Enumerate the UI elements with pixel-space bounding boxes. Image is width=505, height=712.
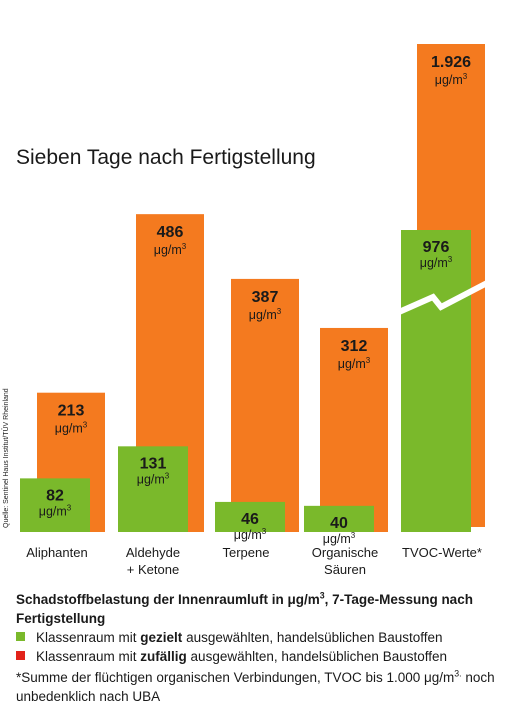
category-labels: Aliphanten Aldehyde + Ketone Terpene Organis… — [26, 545, 482, 577]
legend-heading: Schadstoffbelastung der Innenraumluft in… — [16, 590, 473, 626]
legend-item-zufaellig: Klassenraum mit zufällig ausgewählten, h… — [16, 647, 496, 666]
label-gezielt-2: 46 — [241, 511, 259, 528]
unit-gezielt-1: μg/m3 — [137, 471, 170, 486]
axis-break — [397, 280, 489, 315]
legend: Schadstoffbelastung der Innenraumluft in… — [16, 590, 496, 706]
break-zigzag — [397, 280, 489, 315]
label-zufaellig-1: 486 — [157, 224, 184, 241]
bar-gezielt-4 — [401, 230, 471, 532]
bar-zufaellig-2 — [231, 278, 299, 532]
category-label-1: Aldehyde — [126, 545, 180, 560]
data-labels: 213μg/m382μg/m3486μg/m3131μg/m3387μg/m34… — [39, 54, 471, 546]
category-label-4: TVOC-Werte* — [402, 545, 482, 560]
category-label-0: Aliphanten — [26, 545, 87, 560]
bar-gezielt-3 — [304, 505, 374, 532]
bar-gezielt-0 — [20, 478, 90, 532]
unit-gezielt-3: μg/m3 — [323, 531, 356, 546]
label-gezielt-0: 82 — [46, 487, 64, 504]
legend-swatch-green — [16, 632, 25, 641]
series-gezielt-bars — [20, 230, 471, 532]
label-zufaellig-4: 1.926 — [431, 54, 471, 71]
legend-swatch-red — [16, 651, 25, 660]
label-gezielt-3: 40 — [330, 515, 348, 532]
bar-zufaellig-3 — [320, 327, 388, 532]
bar-gezielt-2 — [215, 501, 285, 532]
chart-title: Sieben Tage nach Fertigstellung — [16, 146, 316, 169]
footnote: *Summe der flüchtigen organischen Verbin… — [16, 668, 495, 704]
unit-gezielt-0: μg/m3 — [39, 503, 72, 518]
unit-zufaellig-1: μg/m3 — [154, 242, 187, 257]
category-label-1-line2: + Ketone — [127, 562, 179, 577]
unit-zufaellig-4: μg/m3 — [435, 72, 468, 87]
label-gezielt-1: 131 — [140, 455, 167, 472]
label-zufaellig-2: 387 — [252, 289, 279, 306]
unit-gezielt-2: μg/m3 — [234, 527, 267, 542]
unit-zufaellig-3: μg/m3 — [338, 356, 371, 371]
category-label-3-line2: Säuren — [324, 562, 366, 577]
unit-zufaellig-0: μg/m3 — [55, 421, 88, 436]
bar-gezielt-1 — [118, 446, 188, 532]
category-label-2: Terpene — [223, 545, 270, 560]
unit-gezielt-4: μg/m3 — [420, 255, 453, 270]
label-zufaellig-3: 312 — [341, 338, 368, 355]
category-label-3: Organische — [312, 545, 378, 560]
source-note: Quelle: Sentinel Haus Institut/TÜV Rhein… — [3, 388, 10, 528]
unit-zufaellig-2: μg/m3 — [249, 307, 282, 322]
legend-item-gezielt: Klassenraum mit gezielt ausgewählten, ha… — [16, 628, 496, 647]
label-gezielt-4: 976 — [423, 239, 450, 256]
label-zufaellig-0: 213 — [58, 403, 85, 420]
